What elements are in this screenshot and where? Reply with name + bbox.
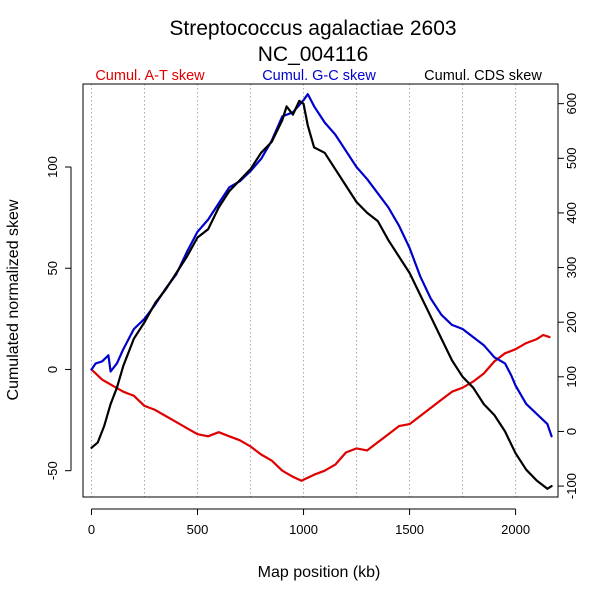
y2-tick-label-0: 0 [564, 428, 579, 435]
series-lines [90, 93, 553, 490]
y-axis-label: Cumulated normalized skew [5, 199, 22, 400]
x-axis-label: Map position (kb) [258, 564, 381, 581]
x-tick-label-0: 0 [88, 522, 95, 537]
y-tick-label-0: 0 [45, 366, 60, 373]
axes: 0 500 1000 1500 2000 -50 0 50 100 -100 0 100 200 300 4… [45, 93, 579, 537]
y2-tick-label-400: 400 [564, 202, 579, 224]
x-tick-label-1500: 1500 [395, 522, 424, 537]
y-tick-label-100: 100 [45, 156, 60, 178]
y-tick-label--50: -50 [45, 461, 60, 480]
y-tick-label-50: 50 [45, 261, 60, 275]
y2-tick-label-300: 300 [564, 257, 579, 279]
y2-tick-label--100: -100 [564, 473, 579, 499]
series-line-2 [90, 99, 553, 490]
y2-tick-label-500: 500 [564, 147, 579, 169]
chart-subtitle: NC_004116 [258, 43, 369, 66]
plot-frame [82, 83, 559, 498]
series-line-0 [90, 333, 551, 482]
x-tick-label-500: 500 [187, 522, 209, 537]
series-line-1 [90, 93, 553, 438]
legend-at-skew: Cumul. A-T skew [95, 68, 205, 84]
chart-title: Streptococcus agalactiae 2603 [169, 17, 456, 40]
x-tick-label-2000: 2000 [501, 522, 530, 537]
legend-cds-skew: Cumul. CDS skew [424, 68, 542, 84]
x-tick-label-1000: 1000 [289, 522, 318, 537]
y2-tick-label-200: 200 [564, 311, 579, 333]
legend-gc-skew: Cumul. G-C skew [262, 68, 376, 84]
y2-tick-label-100: 100 [564, 366, 579, 388]
vertical-gridlines [90, 84, 517, 497]
y2-tick-label-600: 600 [564, 93, 579, 115]
